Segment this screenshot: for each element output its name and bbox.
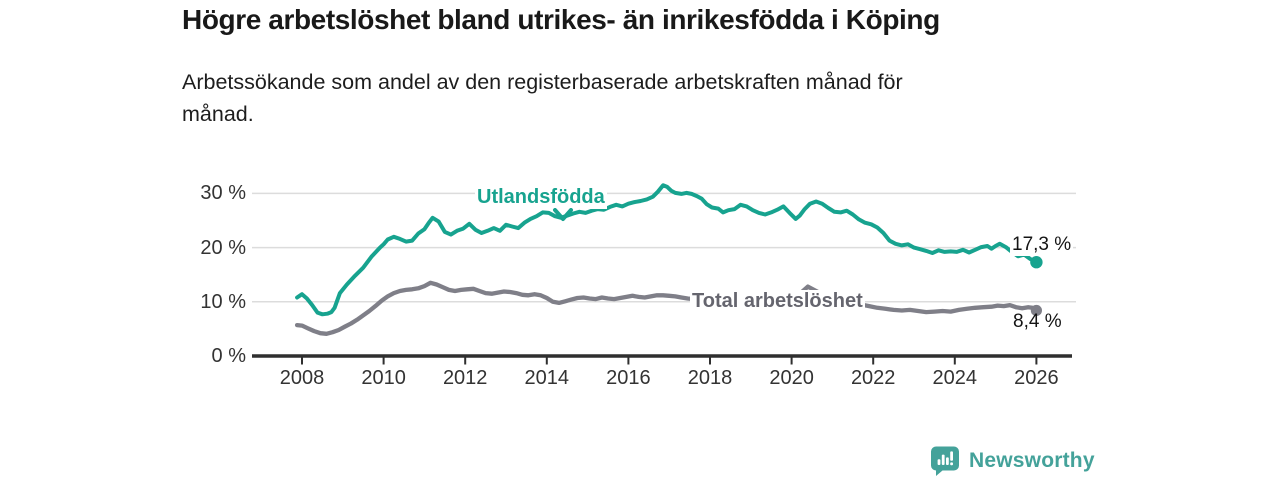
newsworthy-logo-icon xyxy=(931,446,959,476)
y-tick-label-10: 10 % xyxy=(200,290,246,313)
x-tick-label-2010: 2010 xyxy=(361,367,406,389)
end-dot-utlandsfodda xyxy=(1030,256,1043,269)
series-line-utlandsfodda xyxy=(295,183,1039,317)
newsworthy-logo-text: Newsworthy xyxy=(969,449,1095,472)
y-tick-label-20: 20 % xyxy=(200,236,246,259)
x-tick-label-2012: 2012 xyxy=(442,367,488,389)
x-tick-label-2020: 2020 xyxy=(769,367,814,389)
x-tick-label-2022: 2022 xyxy=(850,367,896,389)
chart-subtitle-line1: Arbetssökande som andel av den registerb… xyxy=(182,70,903,94)
y-tick-label-30: 30 % xyxy=(200,182,246,205)
end-value-label-total: 8,4 % xyxy=(1013,311,1062,332)
x-tick-label-2016: 2016 xyxy=(606,367,651,389)
x-tick-label-2024: 2024 xyxy=(932,367,978,389)
series-label-total-arbetsloshet: Total arbetslöshet xyxy=(690,290,865,313)
x-tick-label-2008: 2008 xyxy=(279,367,325,389)
series-label-utlandsfodda: Utlandsfödda xyxy=(475,186,607,209)
page-title: Högre arbetslöshet bland utrikes- än inr… xyxy=(182,4,940,35)
end-dot-total xyxy=(1030,304,1042,317)
logo-bars xyxy=(937,451,953,466)
chevron-down-icon xyxy=(553,208,573,221)
newsworthy-logo[interactable]: Newsworthy xyxy=(930,445,1095,477)
series-line-total xyxy=(294,280,1039,336)
x-tick-label-2014: 2014 xyxy=(524,367,570,389)
chart-subtitle-line2: månad. xyxy=(182,102,254,126)
chart-subtitle: Arbetssökande som andel av den registerb… xyxy=(182,66,1062,130)
end-value-label-utlandsfodda: 17,3 % xyxy=(1010,234,1074,256)
y-tick-label-0: 0 % xyxy=(211,345,246,367)
x-tick-label-2018: 2018 xyxy=(687,367,733,389)
x-tick-label-2026: 2026 xyxy=(1014,367,1059,389)
